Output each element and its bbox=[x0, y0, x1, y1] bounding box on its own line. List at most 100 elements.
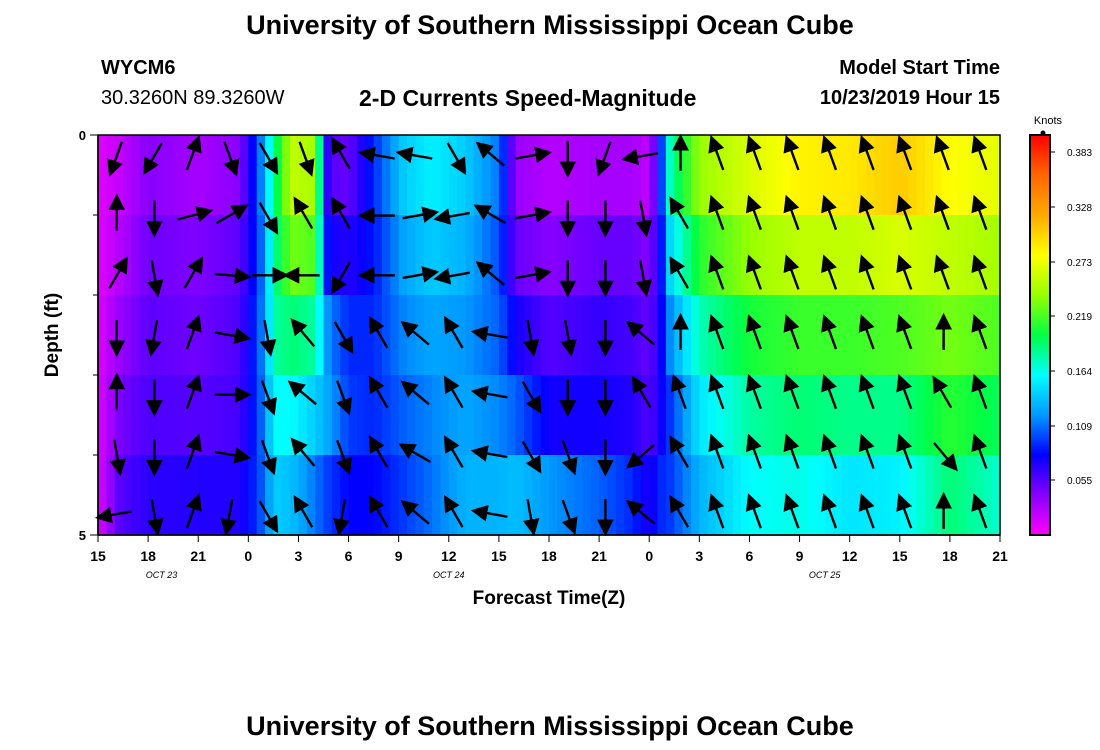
heatmap-cell bbox=[716, 375, 725, 456]
heatmap-cell bbox=[281, 375, 291, 456]
heatmap-cell bbox=[782, 135, 792, 216]
heatmap-cell bbox=[173, 135, 183, 216]
current-vector-arrow bbox=[708, 135, 725, 171]
heatmap-cell bbox=[290, 215, 300, 296]
heatmap-cell bbox=[114, 215, 124, 296]
current-vector-arrow bbox=[858, 433, 875, 469]
heatmap-cell bbox=[315, 375, 325, 456]
heatmap-cell bbox=[674, 215, 684, 296]
current-vector-arrow bbox=[215, 204, 249, 225]
heatmap-cell bbox=[849, 455, 859, 536]
heatmap-cell bbox=[974, 135, 984, 216]
heatmap-cell bbox=[640, 375, 650, 456]
heatmap-cell bbox=[866, 135, 876, 216]
heatmap-cell bbox=[883, 375, 893, 456]
current-vector-arrow bbox=[783, 135, 800, 171]
heatmap-cell bbox=[649, 375, 659, 456]
heatmap-cell bbox=[198, 455, 208, 536]
heatmap-cell bbox=[615, 215, 625, 296]
current-vector-arrow bbox=[635, 200, 653, 238]
heatmap-cell bbox=[807, 135, 817, 216]
heatmap-cell bbox=[874, 455, 884, 536]
heatmap-cell bbox=[290, 375, 300, 456]
heatmap-cell bbox=[298, 375, 308, 456]
current-vector-arrow bbox=[331, 136, 351, 170]
heatmap-cell bbox=[315, 135, 325, 216]
heatmap-cell bbox=[465, 455, 475, 536]
heatmap-cell bbox=[565, 215, 575, 296]
current-vector-arrow bbox=[331, 261, 351, 295]
heatmap-cell bbox=[448, 135, 458, 216]
heatmap-cell bbox=[515, 455, 525, 536]
current-vector-arrow bbox=[783, 373, 800, 410]
heatmap-cell bbox=[974, 455, 984, 536]
heatmap-cell bbox=[273, 135, 283, 216]
heatmap-cell bbox=[657, 135, 667, 216]
current-vector-arrow bbox=[358, 146, 395, 164]
heatmap-cell bbox=[498, 375, 508, 456]
heatmap-cell bbox=[373, 215, 383, 296]
heatmap-cell bbox=[281, 295, 291, 376]
heatmap-cell bbox=[916, 135, 926, 216]
heatmap-cell bbox=[239, 295, 249, 376]
heatmap-cell bbox=[106, 295, 116, 376]
current-vector-arrow bbox=[745, 254, 762, 290]
heatmap-cell bbox=[348, 135, 358, 216]
heatmap-cell bbox=[323, 135, 333, 216]
heatmap-cell bbox=[507, 375, 517, 456]
heatmap-cell bbox=[874, 375, 884, 456]
heatmap-cell bbox=[214, 215, 224, 296]
heatmap-cell bbox=[557, 295, 567, 376]
current-vector-arrow bbox=[896, 194, 913, 231]
heatmap-cell bbox=[774, 375, 784, 456]
heatmap-cell bbox=[273, 215, 283, 296]
heatmap-cell bbox=[248, 375, 258, 456]
heatmap-cell bbox=[432, 455, 442, 536]
colorbar: Knots 0.383 0.328 0.273 0.219 0.164 0.109 0.05… bbox=[1029, 115, 1092, 536]
heatmap-cell bbox=[858, 215, 867, 296]
x-date-label: OCT 23 bbox=[146, 570, 178, 580]
heatmap-cell bbox=[407, 135, 416, 216]
heatmap-cell bbox=[432, 215, 442, 296]
heatmap-cell bbox=[164, 215, 174, 296]
heatmap-cell bbox=[607, 455, 617, 536]
y-axis: 0 5 Depth (ft) bbox=[42, 128, 99, 543]
heatmap-cell bbox=[315, 455, 325, 536]
heatmap-cell bbox=[549, 375, 558, 456]
heatmap-cell bbox=[206, 375, 216, 456]
heatmap-cell bbox=[390, 215, 400, 296]
heatmap-cell bbox=[816, 215, 826, 296]
current-vector-arrow bbox=[287, 380, 317, 406]
heatmap-cells bbox=[98, 135, 1001, 536]
heatmap-cell bbox=[148, 135, 158, 216]
current-vector-arrow bbox=[896, 373, 913, 410]
heatmap-cell bbox=[590, 455, 600, 536]
x-tick-label: 0 bbox=[645, 548, 653, 564]
current-vector-arrow bbox=[515, 206, 553, 223]
heatmap-cell bbox=[98, 295, 107, 376]
heatmap-cell bbox=[724, 215, 734, 296]
heatmap-cell bbox=[640, 135, 650, 216]
heatmap-cell bbox=[699, 455, 709, 536]
current-vector-arrow bbox=[971, 135, 988, 171]
current-vector-arrow bbox=[290, 317, 316, 348]
current-vector-arrow bbox=[669, 494, 690, 528]
heatmap-cell bbox=[507, 135, 517, 216]
heatmap-cell bbox=[690, 375, 700, 456]
heatmap-cell bbox=[390, 375, 400, 456]
current-vector-arrow bbox=[108, 256, 128, 289]
heatmap-cell bbox=[824, 295, 834, 376]
heatmap-cell bbox=[949, 455, 959, 536]
heatmap-cell bbox=[473, 295, 483, 376]
heatmap-cell bbox=[398, 135, 408, 216]
current-vector-arrow bbox=[745, 314, 762, 350]
heatmap-cell bbox=[156, 375, 166, 456]
heatmap-cell bbox=[490, 455, 500, 536]
heatmap-cell bbox=[766, 215, 776, 296]
heatmap-cell bbox=[916, 375, 926, 456]
heatmap-cell bbox=[983, 455, 993, 536]
heatmap-cell bbox=[816, 135, 826, 216]
heatmap-cell bbox=[699, 295, 709, 376]
heatmap-cell bbox=[807, 455, 817, 536]
heatmap-cell bbox=[949, 375, 959, 456]
